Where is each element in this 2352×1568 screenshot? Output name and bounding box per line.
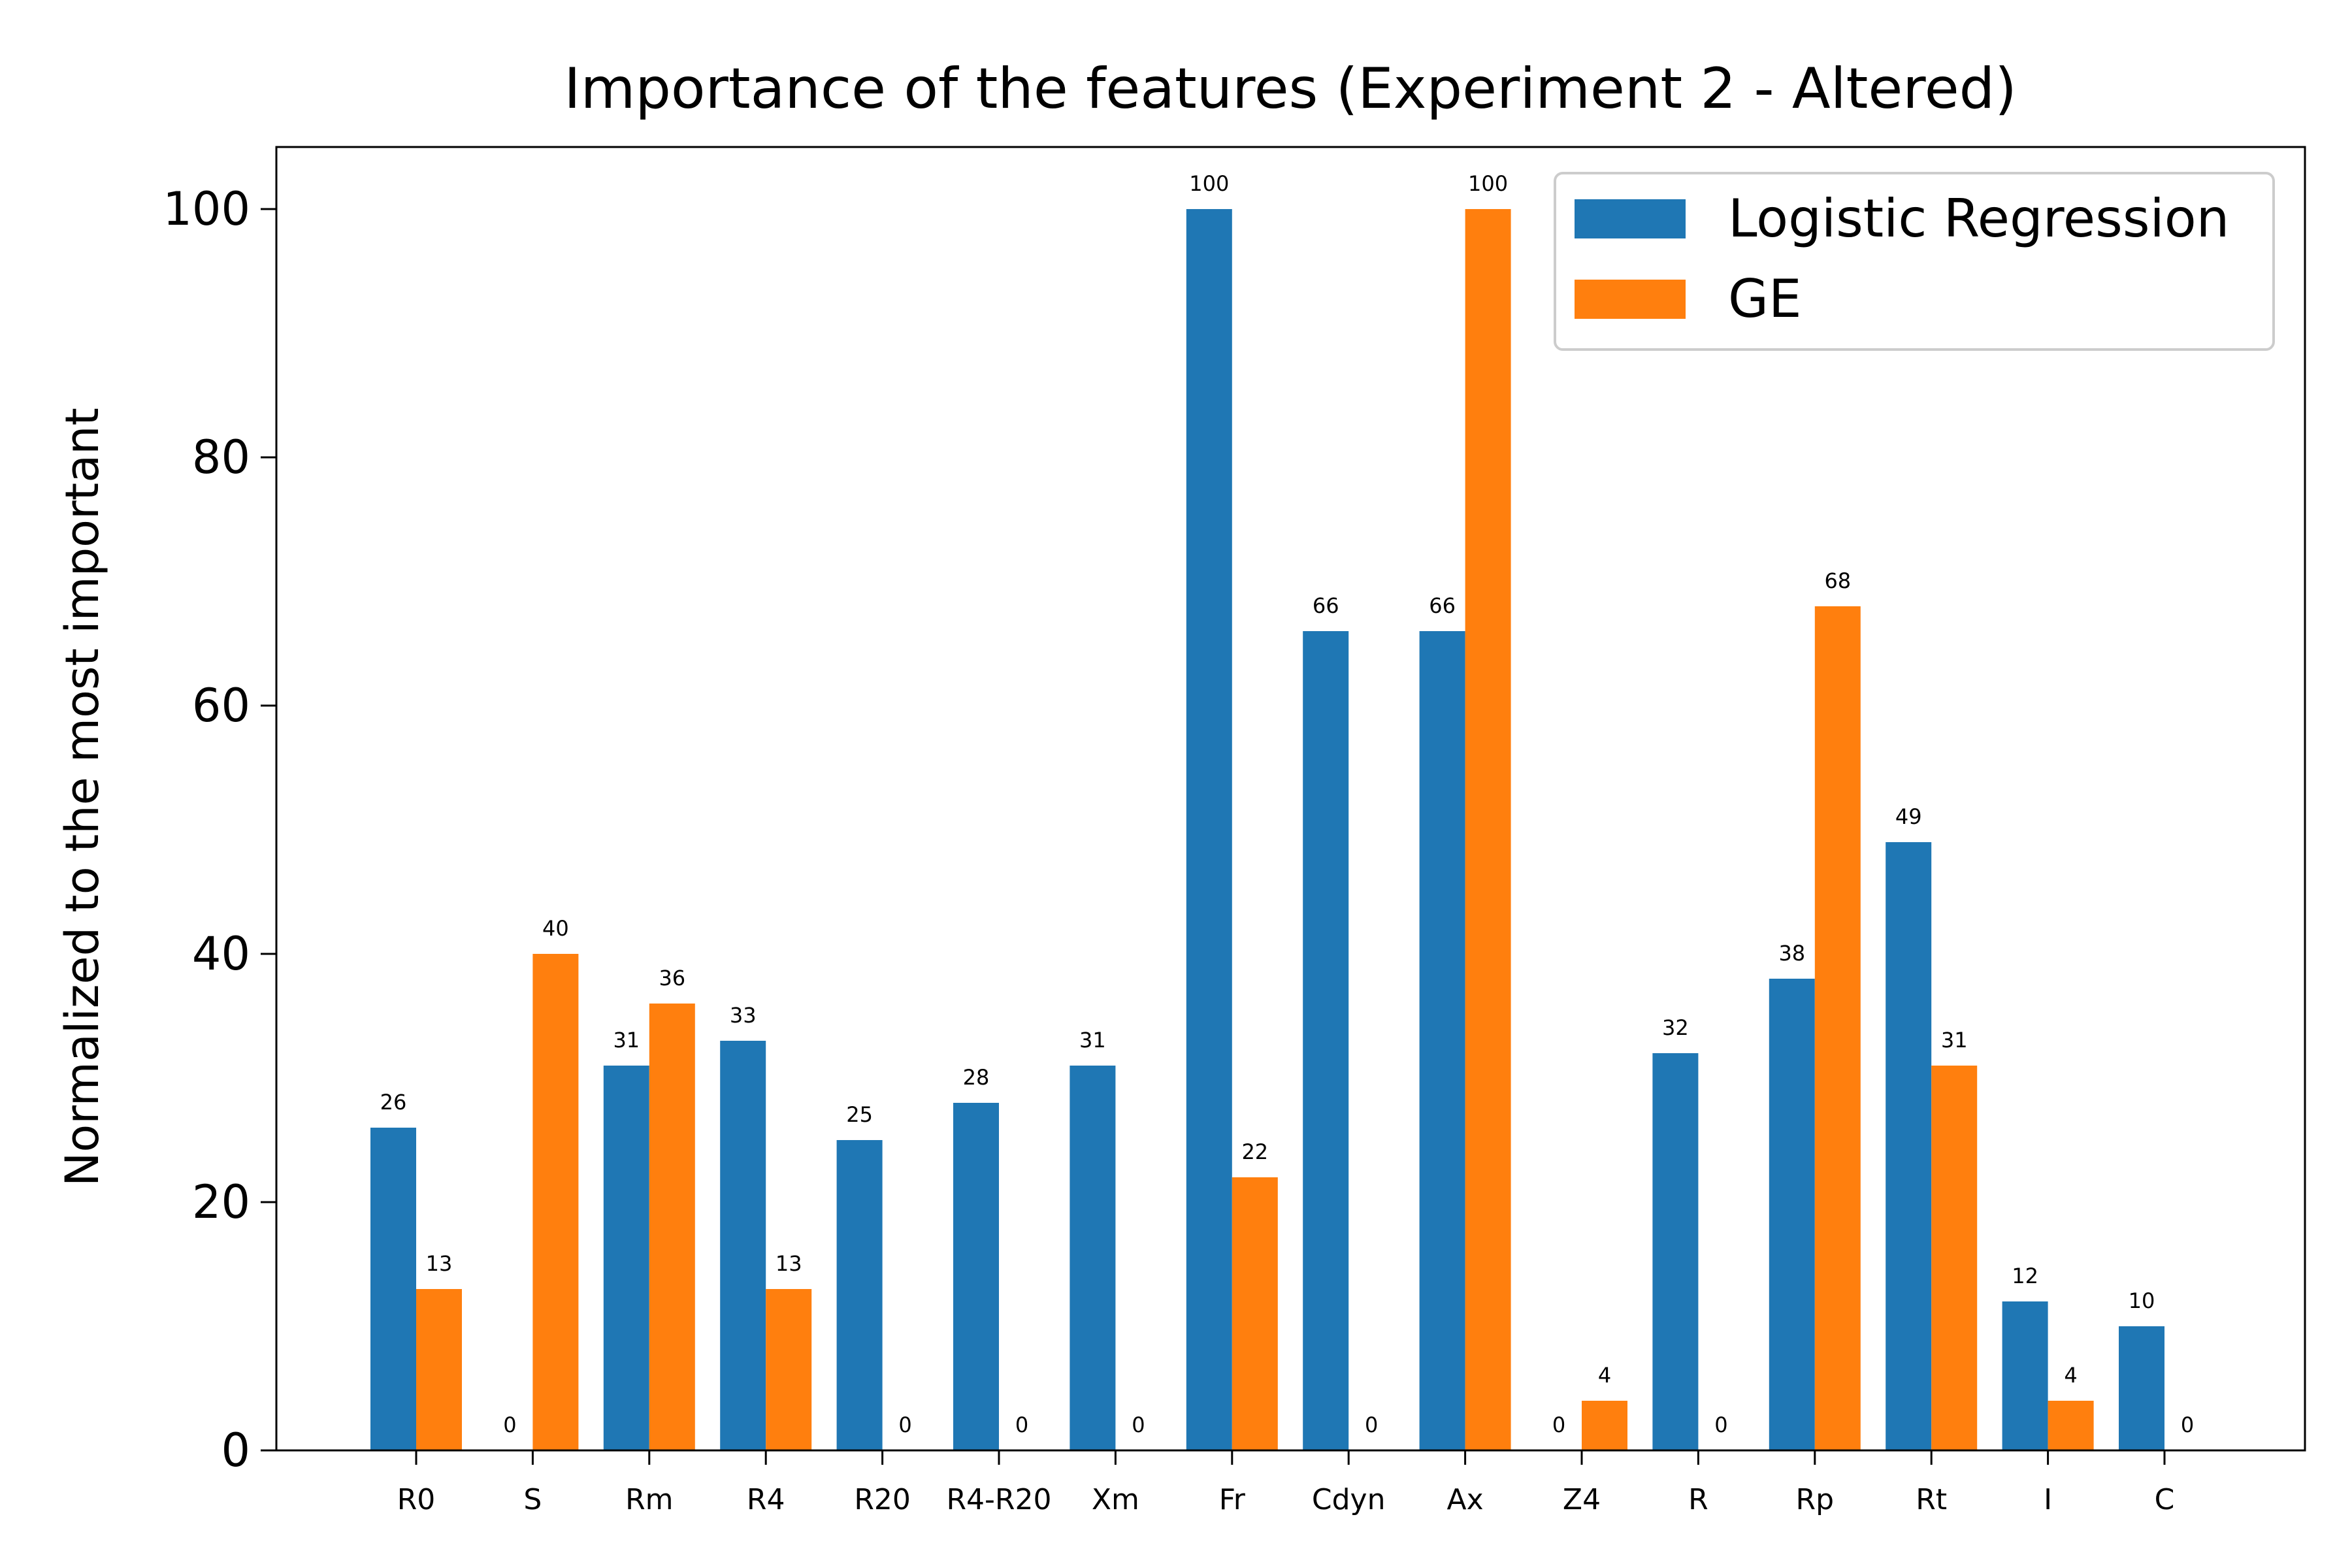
y-tick-label: 20: [192, 1175, 250, 1229]
bar-ge: [1814, 606, 1861, 1450]
value-label: 66: [1429, 593, 1456, 618]
y-tick-label: 80: [192, 431, 250, 484]
value-label: 0: [2181, 1413, 2194, 1437]
y-tick-label: 0: [221, 1424, 250, 1477]
bar-ge: [649, 1004, 695, 1450]
x-tick-label: C: [2155, 1483, 2175, 1516]
value-label: 38: [1778, 941, 1805, 966]
value-label: 0: [1714, 1413, 1727, 1437]
y-axis-ticks: 0 20 40 60 80 100: [163, 182, 276, 1477]
x-tick-label: Ax: [1447, 1483, 1484, 1516]
value-label: 12: [2012, 1264, 2038, 1288]
value-label: 100: [1468, 171, 1508, 196]
bar-ge: [1931, 1066, 1978, 1450]
x-tick-label: R0: [397, 1483, 436, 1516]
bars: [370, 209, 2164, 1450]
value-label: 40: [542, 916, 569, 941]
value-label: 25: [846, 1102, 873, 1127]
value-label: 36: [659, 966, 685, 990]
value-label: 32: [1662, 1015, 1689, 1040]
bar-ge: [1232, 1177, 1278, 1450]
bar-ge: [532, 954, 579, 1450]
bar-ge: [2048, 1401, 2094, 1450]
value-label: 0: [503, 1413, 516, 1437]
legend-box: [1554, 172, 2275, 351]
bar-ge: [766, 1289, 812, 1450]
value-label: 28: [963, 1065, 990, 1090]
value-label: 0: [1365, 1413, 1378, 1437]
legend-swatch-logistic-regression: [1575, 199, 1686, 238]
value-label: 26: [380, 1090, 407, 1115]
bar-logistic-regression: [1070, 1066, 1116, 1450]
x-tick-label: I: [2044, 1483, 2052, 1516]
bar-logistic-regression: [836, 1140, 883, 1450]
x-tick-label: Cdyn: [1312, 1483, 1386, 1516]
value-label: 0: [1132, 1413, 1145, 1437]
x-tick-label: R20: [854, 1483, 911, 1516]
value-label: 31: [1079, 1028, 1106, 1053]
x-tick-label: Rp: [1796, 1483, 1835, 1516]
bar-ge: [1582, 1401, 1627, 1450]
value-label: 33: [730, 1003, 757, 1028]
bar-logistic-regression: [370, 1128, 416, 1450]
y-tick-label: 40: [192, 927, 250, 981]
value-label: 4: [1598, 1363, 1611, 1388]
bar-logistic-regression: [2119, 1326, 2164, 1450]
value-label: 100: [1189, 171, 1229, 196]
value-label: 4: [2064, 1363, 2077, 1388]
value-label: 22: [1241, 1139, 1268, 1164]
value-label: 68: [1824, 568, 1851, 593]
bar-logistic-regression: [1886, 842, 1932, 1450]
value-label: 49: [1895, 804, 1922, 829]
legend-swatch-ge: [1575, 280, 1686, 319]
x-tick-label: R4: [747, 1483, 785, 1516]
legend-label-logistic-regression: Logistic Regression: [1728, 188, 2229, 249]
bar-logistic-regression: [953, 1103, 999, 1450]
x-tick-label: R: [1688, 1483, 1708, 1516]
value-label: 31: [613, 1028, 640, 1053]
value-labels: 2613040313633132502803101002266066100043…: [380, 171, 2195, 1437]
chart-title: Importance of the features (Experiment 2…: [564, 56, 2017, 122]
legend: Logistic Regression GE: [1554, 172, 2275, 351]
y-axis-label: Normalized to the most important: [56, 408, 109, 1186]
bar-ge: [416, 1289, 462, 1450]
bar-logistic-regression: [2002, 1301, 2048, 1450]
value-label: 0: [1552, 1413, 1565, 1437]
x-tick-label: Rt: [1916, 1483, 1947, 1516]
bar-logistic-regression: [1769, 979, 1815, 1450]
x-axis-ticks: R0 S Rm R4 R20 R4-R20 Xm Fr Cdyn Ax Z4 R Rp Rt I C: [397, 1450, 2175, 1516]
value-label: 0: [1015, 1413, 1028, 1437]
y-tick-label: 60: [192, 679, 250, 732]
value-label: 0: [898, 1413, 911, 1437]
value-label: 10: [2129, 1288, 2155, 1313]
value-label: 31: [1941, 1028, 1968, 1053]
plot-frame: [275, 146, 2306, 1452]
bar-logistic-regression: [1652, 1053, 1699, 1450]
x-tick-label: Rm: [625, 1483, 673, 1516]
bar-logistic-regression: [1303, 631, 1349, 1450]
bar-logistic-regression: [720, 1041, 766, 1450]
x-tick-label: Fr: [1219, 1483, 1246, 1516]
value-label: 13: [426, 1251, 453, 1276]
bar-logistic-regression: [1186, 209, 1232, 1450]
bar-logistic-regression: [603, 1066, 649, 1450]
x-tick-label: S: [523, 1483, 542, 1516]
bar-ge: [1465, 209, 1511, 1450]
x-tick-label: Xm: [1092, 1483, 1139, 1516]
value-label: 66: [1313, 593, 1339, 618]
bar-logistic-regression: [1419, 631, 1465, 1450]
y-tick-label: 100: [163, 182, 250, 236]
x-tick-label: R4-R20: [946, 1483, 1051, 1516]
value-label: 13: [776, 1251, 802, 1276]
legend-label-ge: GE: [1728, 269, 1802, 329]
x-tick-label: Z4: [1563, 1483, 1601, 1516]
